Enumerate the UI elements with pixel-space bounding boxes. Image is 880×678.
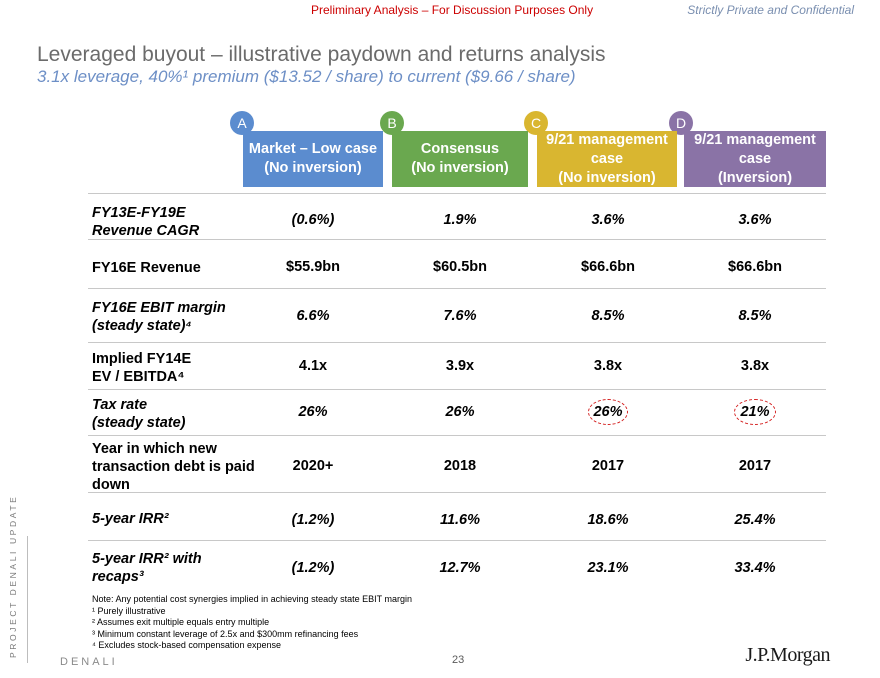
cell-ebit-margin-a: 6.6% [296,308,330,324]
scenario-c-line1: 9/21 management [546,131,668,148]
divider [88,389,826,390]
row-label-line: EV / EBITDA⁴ [92,369,185,385]
cell-irr-a: (1.2%) [291,512,335,528]
row-label-line: transaction debt is paid [92,459,255,475]
cell-irr-recaps-c: 23.1% [587,560,629,576]
scenario-a-header: Market – Low case (No inversion) [243,131,383,187]
cell-fy16e-revenue-a: $55.9bn [286,259,340,275]
row-label-line: Year in which new [92,441,217,457]
scenario-b-header: Consensus (No inversion) [392,131,528,187]
highlight-circle [734,399,776,425]
cell-irr-b: 11.6% [439,512,481,528]
scenario-d-line2: case [738,150,772,167]
cell-ebit-margin-c: 8.5% [591,308,625,324]
cell-ebit-margin-d: 8.5% [738,308,772,324]
row-label-irr: 5-year IRR² [92,510,169,528]
row-label-ev-ebitda: Implied FY14E EV / EBITDA⁴ [92,350,191,386]
footnote: Note: Any potential cost synergies impli… [92,594,413,604]
scenario-a-line1: Market – Low case [248,141,378,157]
cell-debt-paydown-d: 2017 [738,458,772,474]
cell-tax-rate-c: 26% [593,404,623,420]
row-label-line: Implied FY14E [92,351,192,367]
divider [88,342,826,343]
row-label-tax-rate: Tax rate (steady state) [92,396,185,432]
scenario-a-line2: (No inversion) [264,160,362,176]
row-label-fy16e-revenue: FY16E Revenue [92,259,201,277]
row-label-line: FY13E-FY19E [92,205,186,221]
scenario-c-header: 9/21 management case (No inversion) [537,131,677,187]
row-label-line: 5-year IRR² [92,511,169,527]
side-divider [27,536,28,663]
row-label-line: Revenue CAGR [92,223,200,239]
cell-irr-c: 18.6% [587,512,629,528]
page-title: Leveraged buyout – illustrative paydown … [37,43,606,66]
banner-text: Preliminary Analysis – For Discussion Pu… [311,3,594,17]
cell-ev-ebitda-b: 3.9x [445,358,475,374]
divider [88,492,826,493]
cell-revenue-cagr-b: 1.9% [443,212,477,228]
cell-debt-paydown-a: 2020+ [292,458,334,474]
footnote: ⁴ Excludes stock-based compensation expe… [92,640,281,650]
cell-ev-ebitda-a: 4.1x [298,358,328,374]
row-label-line: FY16E Revenue [92,260,201,276]
cell-tax-rate-a: 26% [298,404,328,420]
project-name: DENALI [60,656,118,668]
row-label-ebit-margin: FY16E EBIT margin (steady state)⁴ [92,299,226,335]
scenario-d-line1: 9/21 management [694,131,816,148]
row-label-line: FY16E EBIT margin [92,300,226,316]
cell-revenue-cagr-c: 3.6% [591,212,625,228]
jpmorgan-logo: J.P.Morgan [745,644,830,666]
cell-debt-paydown-b: 2018 [443,458,477,474]
scenario-a-badge: A [230,111,254,135]
footnote: ² Assumes exit multiple equals entry mul… [92,617,270,627]
cell-fy16e-revenue-c: $66.6bn [581,259,635,275]
footnotes: Note: Any potential cost synergies impli… [92,594,412,652]
cell-irr-recaps-a: (1.2%) [291,560,335,576]
cell-debt-paydown-c: 2017 [591,458,625,474]
cell-irr-recaps-b: 12.7% [439,560,481,576]
scenario-c-line3: (No inversion) [558,169,656,186]
cell-ebit-margin-b: 7.6% [443,308,477,324]
highlight-circle [588,399,628,425]
cell-ev-ebitda-c: 3.8x [593,358,623,374]
row-label-line: (steady state) [92,415,186,431]
divider [88,288,826,289]
footnote: ³ Minimum constant leverage of 2.5x and … [92,628,359,639]
row-label-line: recaps³ [92,569,144,585]
divider [88,540,826,541]
page-number: 23 [452,654,465,666]
cell-fy16e-revenue-b: $60.5bn [433,259,487,275]
row-label-revenue-cagr: FY13E-FY19E Revenue CAGR [92,204,199,240]
divider [88,193,826,194]
cell-revenue-cagr-a: (0.6%) [291,212,335,228]
side-label: PROJECT DENALI UPDATE [8,494,18,658]
cell-irr-d: 25.4% [734,512,776,528]
cell-tax-rate-b: 26% [445,404,475,420]
divider [88,239,826,240]
scenario-c-line2: case [590,150,624,167]
scenario-b-line2: (No inversion) [411,160,509,176]
row-label-line: down [92,477,130,493]
cell-fy16e-revenue-d: $66.6bn [728,259,782,275]
scenario-d-line3: (Inversion) [717,169,793,186]
cell-irr-recaps-d: 33.4% [734,560,776,576]
row-label-irr-recaps: 5-year IRR² with recaps³ [92,550,202,586]
confidential-label: Strictly Private and Confidential [687,3,854,17]
row-label-line: Tax rate [92,397,148,413]
scenario-b-line1: Consensus [420,141,500,157]
footnote: ¹ Purely illustrative [92,605,166,616]
page-subtitle: 3.1x leverage, 40%¹ premium ($13.52 / sh… [37,67,576,86]
cell-tax-rate-d: 21% [740,404,770,420]
row-label-line: (steady state)⁴ [92,318,192,334]
row-label-debt-paydown: Year in which new transaction debt is pa… [92,440,255,494]
cell-revenue-cagr-d: 3.6% [738,212,772,228]
row-label-line: 5-year IRR² with [92,551,202,567]
divider [88,435,826,436]
scenario-d-header: 9/21 management case (Inversion) [684,131,826,187]
cell-ev-ebitda-d: 3.8x [740,358,770,374]
